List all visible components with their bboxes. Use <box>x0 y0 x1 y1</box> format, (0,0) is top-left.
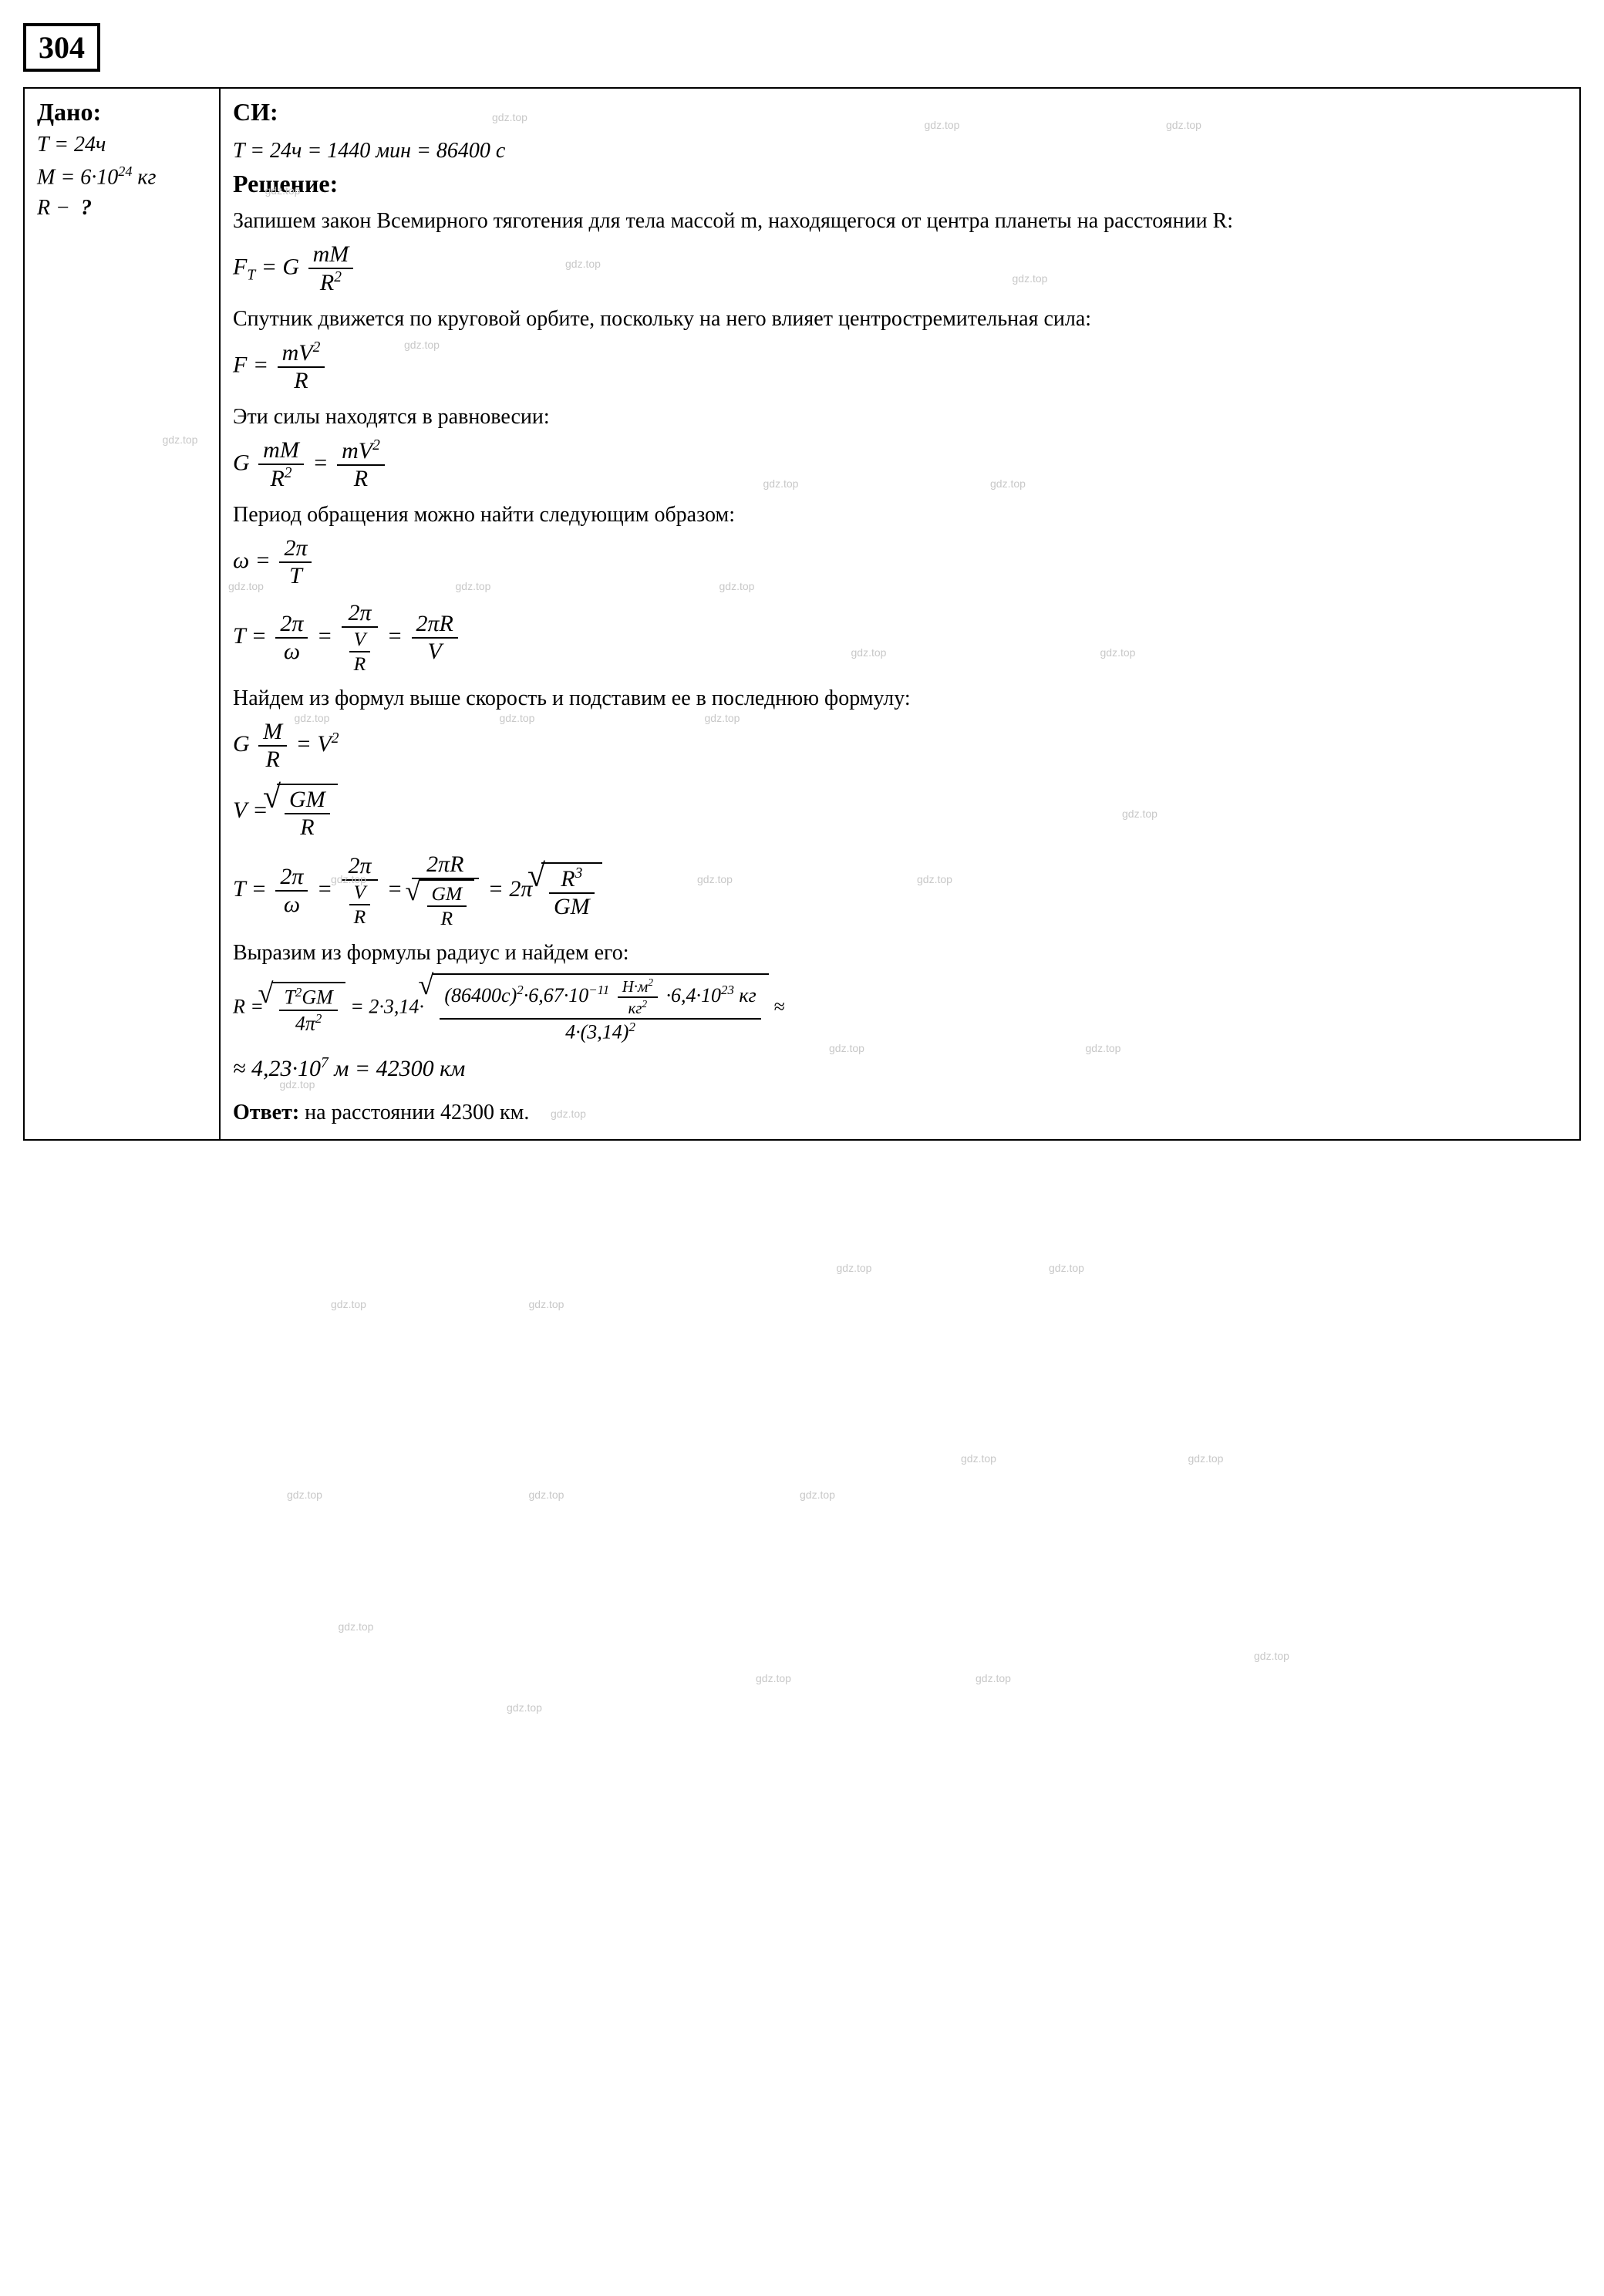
problem-number: 304 <box>23 23 100 72</box>
solution-column: СИ: T = 24ч = 1440 мин = 86400 c Решение… <box>220 88 1580 1140</box>
text-1: Запишем закон Всемирного тяготения для т… <box>233 209 1567 234</box>
formula-result: ≈ 4,23·107 м = 42300 км <box>233 1055 1567 1082</box>
watermark: gdz.top <box>287 1489 322 1501</box>
solution-heading: Решение: <box>233 170 1567 198</box>
text-2: Спутник движется по круговой орбите, пос… <box>233 307 1567 332</box>
watermark: gdz.top <box>331 1298 366 1310</box>
solution-table: Дано: T = 24ч M = 6·1024 кг R − ? СИ: T … <box>23 87 1581 1141</box>
given-line-3: R − ? <box>37 196 207 221</box>
given-line-1: T = 24ч <box>37 133 207 157</box>
page-container: 304 Дано: T = 24ч M = 6·1024 кг R − ? СИ… <box>23 23 1581 1141</box>
text-3: Эти силы находятся в равновесии: <box>233 405 1567 430</box>
watermark: gdz.top <box>1188 1452 1224 1465</box>
formula-balance: G mMR2 = mV2R <box>233 437 1567 492</box>
watermark: gdz.top <box>961 1452 996 1465</box>
watermark: gdz.top <box>756 1672 791 1684</box>
watermark: gdz.top <box>800 1489 835 1501</box>
watermark: gdz.top <box>976 1672 1011 1684</box>
si-heading: СИ: <box>233 98 278 126</box>
text-4: Период обращения можно найти следующим о… <box>233 503 1567 528</box>
formula-omega: ω = 2πT <box>233 535 1567 589</box>
answer-line: Ответ: на расстоянии 42300 км. <box>233 1101 1567 1125</box>
formula-v: V = GMR <box>233 784 1567 841</box>
formula-ft: FT = G mMR2 <box>233 241 1567 296</box>
answer-text: на расстоянии 42300 км. <box>299 1101 529 1124</box>
formula-f: F = mV2R <box>233 339 1567 394</box>
watermark: gdz.top <box>507 1701 542 1714</box>
watermark: gdz.top <box>529 1489 564 1501</box>
text-6: Выразим из формулы радиус и найдем его: <box>233 941 1567 966</box>
given-column: Дано: T = 24ч M = 6·1024 кг R − ? <box>24 88 220 1140</box>
formula-gmr: G MR = V2 <box>233 719 1567 773</box>
formula-r: R = T2GM4π2 = 2·3,14· (86400c)2·6,67·10−… <box>233 973 1567 1044</box>
given-heading: Дано: <box>37 98 207 126</box>
text-5: Найдем из формул выше скорость и подстав… <box>233 686 1567 711</box>
answer-label: Ответ: <box>233 1101 299 1124</box>
formula-period1: T = 2πω = 2π VR = 2πRV <box>233 600 1567 676</box>
watermark: gdz.top <box>1254 1650 1289 1662</box>
watermark: gdz.top <box>837 1262 872 1274</box>
watermark: gdz.top <box>1049 1262 1084 1274</box>
watermark: gdz.top <box>529 1298 564 1310</box>
given-line-2: M = 6·1024 кг <box>37 164 207 190</box>
watermark: gdz.top <box>339 1620 374 1633</box>
si-line: T = 24ч = 1440 мин = 86400 c <box>233 139 1567 164</box>
formula-period2: T = 2πω = 2π VR = 2πR GMR = 2π R3GM <box>233 851 1567 930</box>
